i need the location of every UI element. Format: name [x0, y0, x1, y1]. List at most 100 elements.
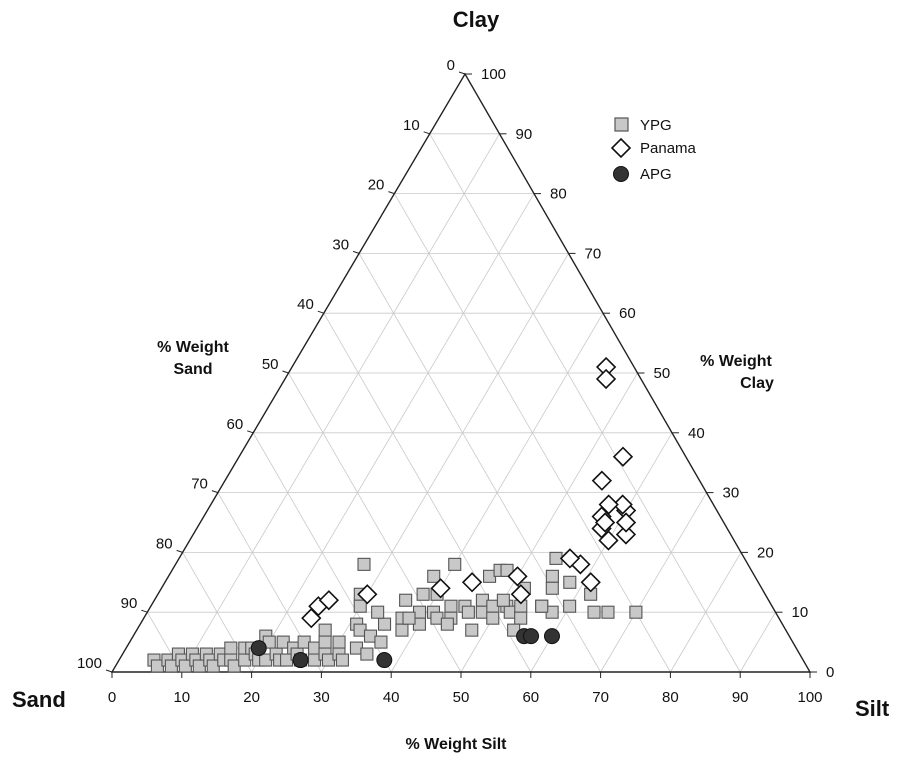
sand-gridline	[358, 253, 601, 673]
panama-point	[598, 494, 619, 515]
sand-tick-mark	[458, 71, 466, 75]
legend-marker-ypg	[614, 117, 629, 132]
ypg-point	[374, 635, 388, 649]
ypg-point	[427, 569, 441, 583]
ypg-point	[448, 557, 462, 571]
silt-tick-label: 10	[173, 689, 190, 706]
panama-point	[594, 512, 616, 533]
panama-point	[615, 524, 637, 545]
sand-tick-mark	[141, 609, 148, 613]
silt-tick-label: 50	[453, 689, 470, 706]
ypg-point	[395, 623, 409, 637]
sand-axis-title-line-2: Sand	[173, 361, 212, 378]
ypg-point	[444, 599, 458, 613]
ypg-point	[440, 617, 454, 631]
clay-tick-label: 100	[481, 66, 506, 83]
clay-tick-label: 30	[723, 485, 740, 502]
ypg-point	[318, 635, 332, 649]
sand-tick-label: 30	[332, 236, 349, 253]
sand-tick-label: 80	[156, 535, 173, 552]
legend-label-panama: Panama	[640, 140, 697, 157]
sand-tick-mark	[176, 549, 183, 553]
ypg-point	[465, 623, 479, 637]
clay-tick-label: 40	[688, 425, 705, 442]
corner-label-left: Sand	[12, 687, 66, 712]
tick-marks	[105, 71, 817, 678]
legend-label-apg: APG	[640, 166, 672, 183]
ypg-point	[545, 581, 559, 595]
ypg-point	[416, 587, 430, 601]
panama-point	[507, 566, 528, 587]
ypg-point	[496, 593, 510, 607]
clay-tick-label: 90	[516, 126, 533, 143]
ypg-point	[357, 557, 371, 571]
ypg-point	[332, 635, 346, 649]
sand-tick-mark	[211, 490, 219, 494]
legend-marker-apg	[613, 166, 629, 182]
clay-tick-label: 60	[619, 305, 636, 322]
sand-tick-mark	[352, 250, 360, 254]
ypg-point	[353, 599, 367, 613]
tick-labels: 0 0 0 10 10 10 20 20 20 30 30 30 40 40 40 50 50 50 60 60 60 7…	[77, 57, 834, 706]
silt-axis-title: % Weight Silt	[405, 736, 507, 753]
panama-point	[612, 494, 633, 515]
corner-label-right: Silt	[855, 696, 890, 721]
sand-gridline	[429, 133, 741, 673]
legend-marker-panama	[610, 137, 632, 159]
panama-point	[598, 530, 619, 551]
sand-tick-mark	[282, 370, 289, 374]
panama-point	[615, 512, 637, 533]
silt-tick-label: 100	[797, 689, 822, 706]
clay-axis-title-line-2: Clay	[740, 375, 774, 392]
sand-tick-label: 70	[191, 476, 208, 493]
silt-tick-label: 60	[522, 689, 539, 706]
ypg-point	[563, 599, 577, 613]
ypg-point	[318, 623, 332, 637]
panama-point	[318, 590, 339, 611]
sand-tick-label: 90	[121, 595, 138, 612]
sand-tick-mark	[105, 669, 113, 673]
ypg-point	[629, 605, 643, 619]
clay-tick-label: 0	[826, 664, 834, 681]
clay-tick-label: 70	[585, 245, 602, 262]
panama-point	[559, 548, 581, 569]
silt-gridline	[600, 492, 707, 673]
sand-tick-label: 10	[403, 117, 420, 134]
silt-tick-label: 20	[243, 689, 260, 706]
sand-gridline	[288, 372, 462, 673]
silt-tick-label: 80	[662, 689, 679, 706]
sand-tick-label: 40	[297, 296, 314, 313]
sand-tick-label: 50	[262, 356, 279, 373]
ypg-point	[587, 605, 601, 619]
silt-gridline	[181, 133, 500, 673]
ypg-point	[563, 575, 577, 589]
ypg-point	[601, 605, 615, 619]
panama-point	[612, 446, 634, 467]
panama-point	[430, 578, 451, 599]
panama-point	[510, 584, 531, 605]
legend: YPG Panama APG	[610, 117, 697, 183]
sand-tick-label: 20	[368, 177, 385, 194]
sand-tick-mark	[423, 131, 430, 135]
silt-tick-label: 30	[313, 689, 330, 706]
panama-point	[591, 470, 613, 491]
ypg-point	[402, 611, 416, 625]
sand-tick-label: 100	[77, 655, 102, 672]
apg-point	[376, 652, 393, 669]
panama-point	[595, 368, 617, 390]
ypg-point	[377, 617, 392, 631]
ypg-point	[371, 605, 385, 619]
ypg-point	[500, 563, 514, 577]
ypg-point	[224, 641, 238, 655]
corner-label-top: Clay	[453, 7, 500, 32]
silt-tick-label: 90	[732, 689, 749, 706]
ypg-point	[514, 611, 528, 625]
panama-point	[461, 572, 483, 593]
silt-tick-label: 70	[592, 689, 609, 706]
legend-label-ypg: YPG	[640, 117, 672, 134]
apg-point	[543, 628, 560, 645]
data-points	[147, 356, 643, 673]
ypg-point	[335, 653, 349, 667]
clay-tick-label: 10	[792, 604, 809, 621]
ypg-point	[399, 593, 413, 607]
